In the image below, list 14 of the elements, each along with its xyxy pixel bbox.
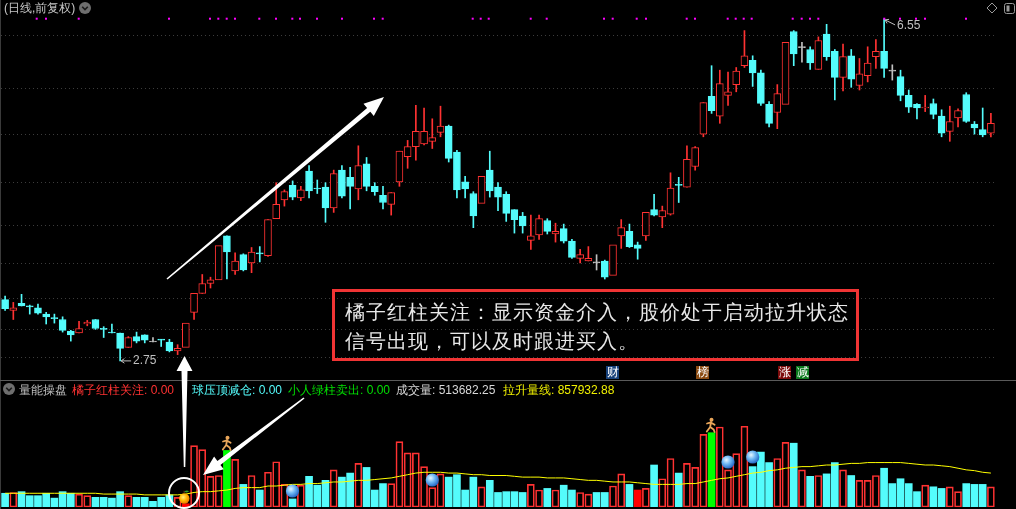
text: 拉升量线: 857932.88 xyxy=(503,383,615,397)
annotation: 橘子红柱关注：显示资金介入，股价处于启动拉升状态信号出现，可以及时跟进买入。 xyxy=(345,301,849,352)
text: 成交量: 513682.25 xyxy=(396,383,496,397)
annotation: 2.75 xyxy=(133,353,157,368)
text: 球压顶减仓: 0.00 xyxy=(192,383,283,397)
text: 财 xyxy=(606,365,619,379)
chart-title: 量能操盘 xyxy=(19,383,67,397)
text: 橘子红柱关注: 0.00 xyxy=(72,383,175,397)
chart-title: (日线,前复权) xyxy=(4,0,76,17)
text: 小人绿柱卖出: 0.00 xyxy=(288,383,391,397)
annotation: 6.55 xyxy=(897,18,921,33)
text: 涨 xyxy=(778,365,791,379)
text: 减 xyxy=(796,365,809,379)
text: 榜 xyxy=(696,365,709,379)
